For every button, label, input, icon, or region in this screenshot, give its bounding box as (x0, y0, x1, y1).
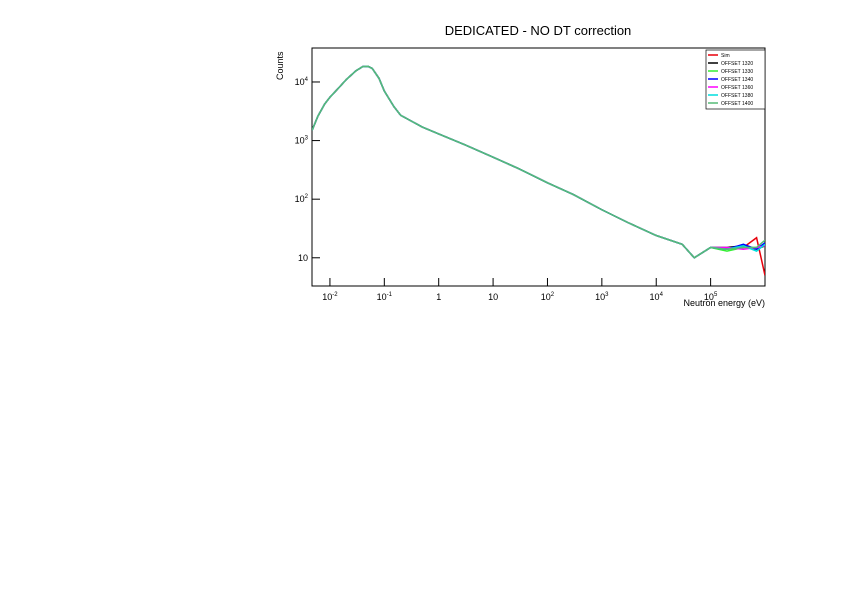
x-tick-label-exponent: -1 (387, 292, 393, 298)
x-tick-label-base: 10 (541, 292, 551, 302)
x-tick-label: 105 (704, 292, 718, 302)
y-tick-label: 102 (295, 194, 309, 204)
legend-label: OFFSET 1340 (721, 77, 753, 83)
x-tick-label-base: 10 (595, 292, 605, 302)
legend-label: Sim (721, 53, 730, 59)
data-line (312, 65, 765, 259)
y-tick-label-base: 10 (295, 194, 305, 204)
legend-label: OFFSET 1400 (721, 101, 753, 107)
x-tick-label-base: 10 (650, 292, 660, 302)
data-line (312, 65, 765, 276)
x-tick-label: 10-2 (322, 292, 338, 302)
y-axis-label: Counts (275, 51, 285, 80)
x-tick-label-exponent: 4 (660, 292, 664, 298)
data-line (312, 65, 765, 259)
legend-label: OFFSET 1320 (721, 61, 753, 67)
x-tick-label: 102 (541, 292, 555, 302)
data-line (312, 65, 765, 259)
legend-label: OFFSET 1330 (721, 69, 753, 75)
y-tick-label-exponent: 4 (305, 77, 309, 83)
y-tick-label: 10 (298, 253, 308, 263)
x-tick-label-base: 10 (322, 292, 332, 302)
legend-label: OFFSET 1380 (721, 93, 753, 99)
y-tick-label-base: 10 (295, 136, 305, 146)
y-tick-label-base: 10 (295, 77, 305, 87)
x-tick-label: 1 (436, 292, 441, 302)
chart-title: DEDICATED - NO DT correction (445, 23, 632, 38)
x-tick-label: 10-1 (377, 292, 393, 302)
x-tick-label-exponent: -2 (332, 292, 338, 298)
x-tick-label-base: 10 (377, 292, 387, 302)
x-axis-label: Neutron energy (eV) (683, 298, 765, 308)
x-tick-label: 10 (488, 292, 498, 302)
x-tick-label-base: 10 (704, 292, 714, 302)
y-tick-label-exponent: 2 (305, 194, 309, 200)
y-tick-label-exponent: 3 (305, 136, 309, 142)
x-tick-label-exponent: 3 (605, 292, 609, 298)
y-tick-label: 104 (295, 77, 309, 87)
data-line (312, 65, 765, 259)
data-line (312, 65, 765, 259)
y-tick-label: 103 (295, 136, 309, 146)
x-tick-label-exponent: 2 (551, 292, 555, 298)
x-tick-label-exponent: 5 (714, 292, 718, 298)
data-line (312, 65, 765, 259)
x-tick-label: 104 (650, 292, 664, 302)
legend-label: OFFSET 1360 (721, 85, 753, 91)
plot-frame (311, 47, 766, 287)
x-tick-label: 103 (595, 292, 609, 302)
